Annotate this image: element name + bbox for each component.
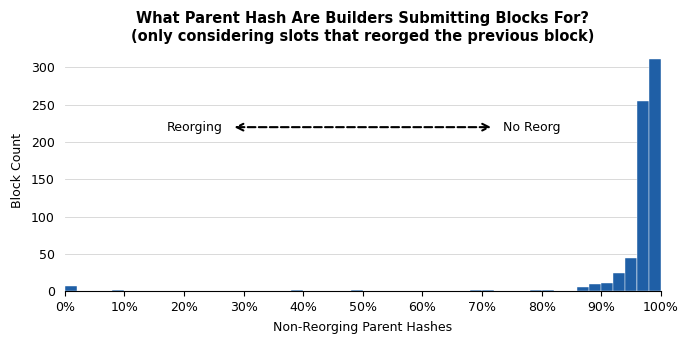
Bar [625, 258, 637, 291]
Bar [112, 290, 124, 291]
Bar [589, 284, 601, 291]
X-axis label: Non-Reorging Parent Hashes: Non-Reorging Parent Hashes [273, 321, 453, 334]
Text: No Reorg: No Reorg [503, 121, 560, 134]
Text: Reorging: Reorging [167, 121, 223, 134]
Title: What Parent Hash Are Builders Submitting Blocks For?
(only considering slots tha: What Parent Hash Are Builders Submitting… [131, 11, 595, 43]
Bar [482, 290, 494, 291]
Bar [470, 290, 482, 291]
Bar [65, 286, 77, 291]
Bar [578, 287, 589, 291]
Bar [637, 101, 649, 291]
Bar [649, 197, 661, 291]
Bar [542, 290, 553, 291]
Bar [613, 273, 625, 291]
Bar [637, 230, 649, 291]
Bar [530, 290, 542, 291]
Bar [291, 290, 303, 291]
Bar [601, 283, 613, 291]
Bar [351, 290, 363, 291]
Y-axis label: Block Count: Block Count [11, 132, 24, 208]
Bar [649, 59, 661, 291]
